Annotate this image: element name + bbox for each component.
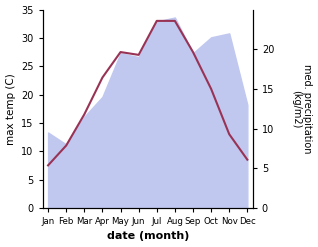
Y-axis label: max temp (C): max temp (C) xyxy=(5,73,16,144)
Y-axis label: med. precipitation
(kg/m2): med. precipitation (kg/m2) xyxy=(291,64,313,153)
X-axis label: date (month): date (month) xyxy=(107,231,189,242)
